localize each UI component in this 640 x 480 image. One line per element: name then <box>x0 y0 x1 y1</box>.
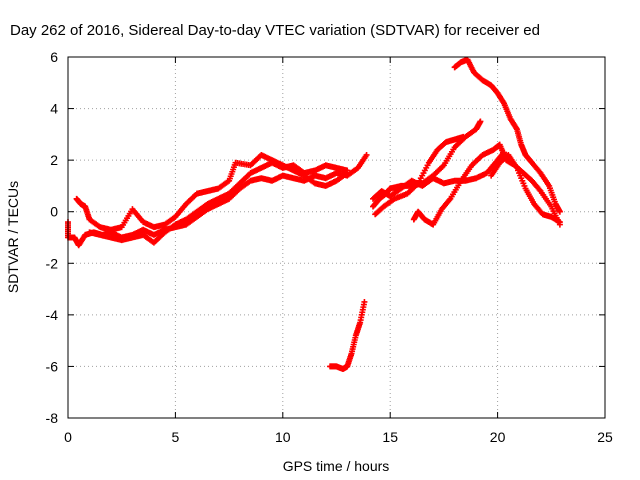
data-point <box>363 151 370 158</box>
data-point <box>344 167 351 174</box>
data-series <box>372 133 467 218</box>
data-point <box>361 298 368 305</box>
x-tick-label: 25 <box>597 429 613 445</box>
data-point <box>556 208 563 215</box>
y-tick-label: -2 <box>46 255 59 271</box>
chart-title: Day 262 of 2016, Sidereal Day-to-day VTE… <box>10 22 540 39</box>
y-tick-label: 6 <box>50 49 58 65</box>
data-points <box>65 56 563 373</box>
x-tick-label: 5 <box>172 429 180 445</box>
data-series <box>86 159 351 246</box>
data-point <box>556 219 563 226</box>
data-series <box>451 56 563 215</box>
data-point <box>460 133 467 140</box>
data-point <box>477 118 484 125</box>
y-tick-label: 0 <box>50 204 58 220</box>
data-series <box>488 151 563 226</box>
x-tick-label: 20 <box>490 429 506 445</box>
data-series <box>73 151 351 233</box>
data-series <box>327 298 368 373</box>
axis-ticks: 0 5 10 15 20 25 -8 -6 -4 -2 0 2 4 6 <box>46 49 613 445</box>
x-tick-label: 15 <box>382 429 398 445</box>
y-tick-label: -4 <box>46 307 59 323</box>
y-tick-label: -8 <box>46 410 59 426</box>
y-axis-label: SDTVAR / TECUs <box>5 181 21 293</box>
y-tick-label: 2 <box>50 152 58 168</box>
x-tick-label: 10 <box>275 429 291 445</box>
y-tick-label: 4 <box>50 101 58 117</box>
plot-frame <box>67 56 606 419</box>
x-axis-label: GPS time / hours <box>283 458 390 474</box>
y-tick-label: -6 <box>46 358 59 374</box>
x-tick-label: 0 <box>64 429 72 445</box>
